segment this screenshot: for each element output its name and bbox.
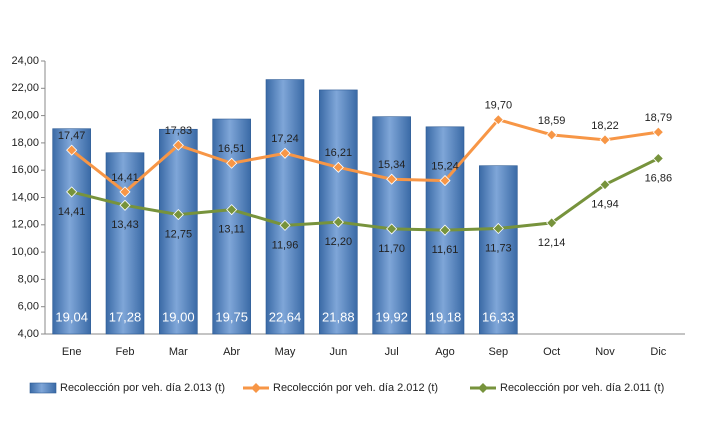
- bar: [52, 128, 91, 335]
- x-tick-label: May: [275, 346, 296, 358]
- line-label: 11,70: [378, 243, 405, 255]
- line-label: 16,21: [325, 147, 353, 159]
- legend-label: Recolección por veh. día 2.012 (t): [273, 382, 438, 394]
- marker: [66, 144, 78, 156]
- marker: [546, 217, 558, 229]
- y-tick-label: 24,00: [11, 55, 39, 67]
- bar-label: 22,64: [269, 309, 302, 324]
- line-label: 17,24: [271, 133, 299, 145]
- y-tick-label: 4,00: [18, 328, 39, 340]
- line-label: 18,79: [645, 112, 673, 124]
- line-label: 14,41: [111, 172, 139, 184]
- marker: [172, 139, 184, 151]
- marker: [226, 204, 238, 216]
- x-tick-label: Mar: [169, 346, 188, 358]
- line-label: 11,96: [272, 239, 299, 251]
- x-tick-label: Jun: [329, 346, 347, 358]
- marker: [599, 179, 611, 191]
- line-label: 13,11: [218, 224, 245, 236]
- marker: [172, 208, 184, 221]
- marker: [332, 216, 344, 228]
- bar: [265, 79, 305, 335]
- bar-label: 19,92: [375, 309, 408, 324]
- x-tick-label: Nov: [595, 346, 615, 358]
- bar-label: 17,28: [109, 309, 142, 324]
- y-tick-label: 12,00: [11, 219, 39, 231]
- marker: [599, 134, 611, 146]
- bar-label: 19,04: [55, 309, 88, 324]
- line-label: 16,86: [645, 172, 673, 184]
- bar-label: 19,18: [429, 309, 462, 324]
- x-tick-label: Dic: [650, 346, 666, 358]
- marker: [652, 152, 664, 165]
- x-tick-label: Abr: [223, 346, 240, 358]
- line-label: 12,14: [538, 237, 566, 249]
- marker: [119, 199, 131, 211]
- legend-label: Recolección por veh. día 2.011 (t): [500, 382, 664, 394]
- line-label: 15,24: [431, 160, 459, 172]
- marker: [492, 222, 504, 235]
- y-tick-label: 6,00: [18, 301, 39, 313]
- bar: [479, 165, 518, 335]
- line-label: 14,41: [58, 206, 86, 218]
- bar: [319, 89, 358, 335]
- marker: [439, 224, 451, 236]
- bar-label: 19,00: [162, 309, 195, 324]
- marker: [386, 223, 398, 235]
- bar: [212, 118, 251, 335]
- line-label: 18,22: [591, 120, 619, 132]
- line-label: 18,59: [538, 115, 566, 127]
- y-tick-label: 18,00: [11, 137, 39, 149]
- marker: [386, 173, 398, 185]
- bar-label: 21,88: [322, 309, 355, 324]
- marker: [652, 126, 664, 138]
- line-label: 11,73: [485, 242, 512, 254]
- marker: [439, 175, 451, 187]
- y-tick-label: 16,00: [11, 164, 39, 176]
- line-label: 19,70: [485, 100, 513, 112]
- line-label: 12,20: [325, 236, 353, 248]
- y-tick-label: 14,00: [11, 191, 39, 203]
- line-label: 16,51: [218, 143, 246, 155]
- line-label: 17,83: [165, 125, 193, 137]
- line: [71, 157, 659, 232]
- line-label: 13,43: [111, 219, 139, 231]
- legend-marker: [251, 383, 261, 393]
- x-tick-label: Ago: [435, 346, 455, 358]
- line-label: 11,61: [432, 244, 459, 256]
- marker: [226, 157, 238, 169]
- marker: [279, 147, 291, 159]
- x-tick-label: Ene: [62, 346, 82, 358]
- line: [70, 117, 659, 194]
- y-tick-label: 10,00: [11, 246, 39, 258]
- x-tick-label: Sep: [489, 346, 509, 358]
- marker: [66, 186, 78, 198]
- x-tick-label: Jul: [385, 346, 399, 358]
- bar: [159, 128, 198, 335]
- marker: [332, 161, 344, 173]
- y-tick-label: 22,00: [11, 82, 39, 94]
- line-label: 17,47: [58, 130, 86, 142]
- x-tick-label: Feb: [116, 346, 135, 358]
- legend-marker: [478, 383, 488, 393]
- line-label: 12,75: [165, 228, 193, 240]
- y-tick-label: 20,00: [11, 110, 39, 122]
- legend-swatch: [29, 382, 57, 394]
- marker: [492, 114, 504, 126]
- line-label: 15,34: [378, 159, 406, 171]
- marker: [546, 129, 558, 141]
- bar-label: 16,33: [482, 309, 515, 324]
- bar-label: 19,75: [215, 309, 248, 324]
- marker: [279, 219, 291, 231]
- y-tick-label: 8,00: [18, 273, 39, 285]
- x-tick-label: Oct: [543, 346, 560, 358]
- line-label: 14,94: [591, 199, 619, 211]
- legend-label: Recolección por veh. día 2.013 (t): [60, 382, 225, 394]
- marker: [119, 186, 131, 198]
